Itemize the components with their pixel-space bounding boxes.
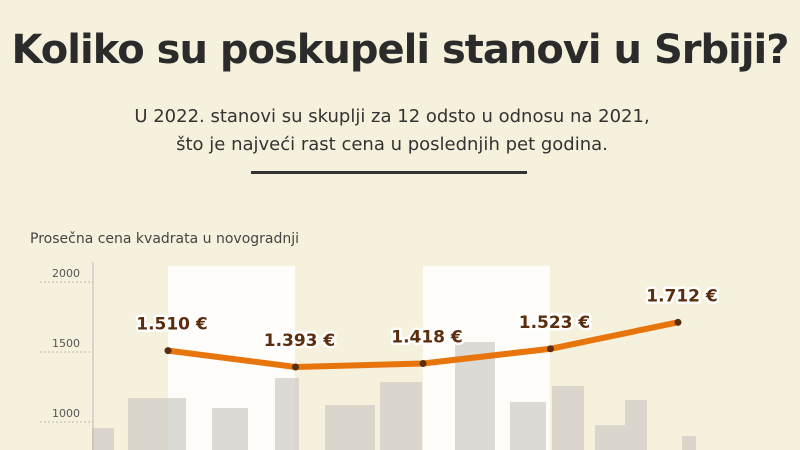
value-label: 1.523 € (519, 313, 591, 333)
point (674, 318, 682, 326)
y-tick-label: 1000 (52, 407, 80, 420)
point (164, 347, 172, 355)
y-tick-label: 1500 (52, 337, 80, 350)
title: Koliko su poskupeli stanovi u Srbiji? (12, 27, 789, 73)
value-label: 1.418 € (391, 327, 463, 347)
axis-label: Prosečna cena kvadrata u novogradnji (30, 231, 299, 247)
value-label: 1.393 € (264, 331, 336, 351)
value-label: 1.510 € (136, 315, 208, 335)
subtitle: U 2022. stanovi su skuplji za 12 odsto u… (134, 106, 649, 127)
y-tick-label: 2000 (52, 267, 80, 280)
subtitle: što je najveći rast cena u poslednjih pe… (176, 134, 608, 155)
point (419, 359, 427, 367)
point (547, 345, 554, 353)
separator (251, 171, 527, 174)
value-label: 1.712 € (646, 286, 718, 306)
point (292, 363, 299, 371)
plot: 1000 1500 2000 1.510 € 1.393 € 1.418 € 1.523 €… (40, 262, 720, 450)
